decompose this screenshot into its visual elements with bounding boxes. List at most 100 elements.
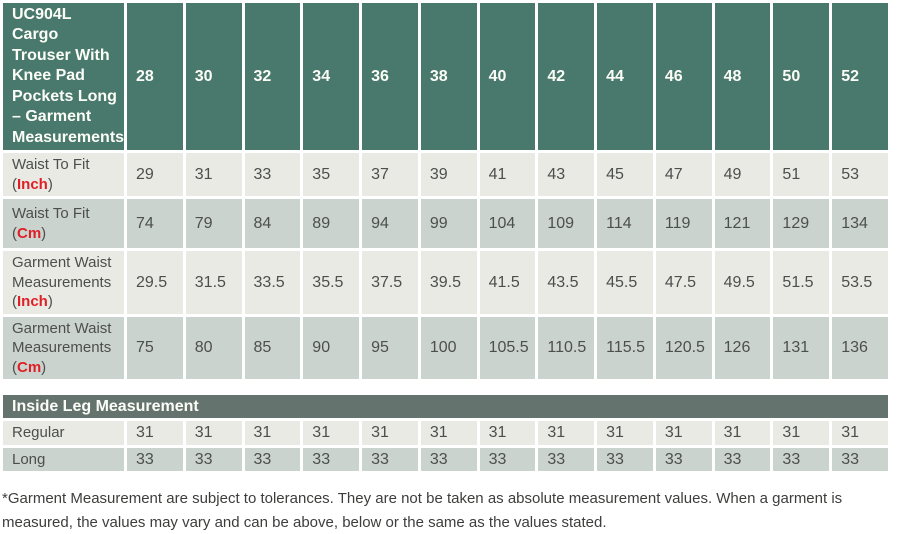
row-label: Regular bbox=[3, 421, 124, 445]
value-cell: 33 bbox=[773, 447, 830, 472]
value-cell: 43 bbox=[538, 153, 595, 197]
value-cell: 90 bbox=[303, 316, 360, 380]
row-unit-text: Inch bbox=[17, 293, 48, 311]
value-cell: 94 bbox=[362, 199, 418, 249]
size-header: 28 bbox=[127, 3, 183, 151]
row-unit-text: Cm bbox=[17, 224, 42, 242]
value-cell: 33 bbox=[244, 153, 301, 197]
row-unit: (Cm) bbox=[12, 224, 47, 242]
value-cell: 31 bbox=[832, 421, 888, 445]
value-cell: 31 bbox=[420, 421, 477, 445]
value-cell: 37.5 bbox=[362, 251, 418, 314]
inside-leg-band-row: Inside Leg Measurement bbox=[3, 395, 888, 419]
value-cell: 51.5 bbox=[773, 251, 830, 314]
value-cell: 126 bbox=[714, 316, 771, 380]
row-unit: (Inch) bbox=[12, 175, 53, 193]
table-row: Long 33 33 33 33 33 33 33 33 33 33 33 33 33 bbox=[3, 447, 888, 472]
value-cell: 33 bbox=[420, 447, 477, 472]
size-header: 48 bbox=[714, 3, 771, 151]
value-cell: 33 bbox=[362, 447, 418, 472]
value-cell: 33.5 bbox=[244, 251, 301, 314]
value-cell: 31 bbox=[538, 421, 595, 445]
value-cell: 45 bbox=[597, 153, 653, 197]
value-cell: 33 bbox=[538, 447, 595, 472]
table-row: Waist To Fit (Cm) 74 79 84 89 94 99 104 109 114 119… bbox=[3, 199, 888, 249]
value-cell: 104 bbox=[479, 199, 536, 249]
value-cell: 33 bbox=[597, 447, 653, 472]
value-cell: 41.5 bbox=[479, 251, 536, 314]
size-header: 38 bbox=[420, 3, 477, 151]
value-cell: 33 bbox=[185, 447, 242, 472]
value-cell: 29.5 bbox=[127, 251, 183, 314]
value-cell: 29 bbox=[127, 153, 183, 197]
footnote: *Garment Measurement are subject to tole… bbox=[2, 490, 843, 531]
inside-leg-table: Inside Leg Measurement Regular 31 31 31 31 31… bbox=[0, 392, 891, 474]
row-label: Waist To Fit (Cm) bbox=[3, 199, 124, 249]
value-cell: 31 bbox=[479, 421, 536, 445]
value-cell: 31 bbox=[185, 153, 242, 197]
row-label-text: Waist To Fit bbox=[12, 205, 90, 223]
value-cell: 31 bbox=[655, 421, 712, 445]
size-header: 50 bbox=[773, 3, 830, 151]
value-cell: 114 bbox=[597, 199, 653, 249]
row-label-text: Waist To Fit bbox=[12, 156, 90, 174]
value-cell: 31 bbox=[303, 421, 360, 445]
value-cell: 79 bbox=[185, 199, 242, 249]
value-cell: 85 bbox=[244, 316, 301, 380]
size-header: 52 bbox=[832, 3, 888, 151]
value-cell: 75 bbox=[127, 316, 183, 380]
value-cell: 53 bbox=[832, 153, 888, 197]
value-cell: 47 bbox=[655, 153, 712, 197]
row-label-text: Garment Waist Measurements bbox=[12, 319, 112, 357]
value-cell: 31 bbox=[597, 421, 653, 445]
value-cell: 115.5 bbox=[597, 316, 653, 380]
value-cell: 31 bbox=[185, 421, 242, 445]
value-cell: 31 bbox=[244, 421, 301, 445]
value-cell: 119 bbox=[655, 199, 712, 249]
value-cell: 41 bbox=[479, 153, 536, 197]
size-header-row: UC904L Cargo Trouser With Knee Pad Pocke… bbox=[3, 3, 888, 151]
value-cell: 110.5 bbox=[538, 316, 595, 380]
row-unit-text: Cm bbox=[17, 358, 42, 376]
value-cell: 105.5 bbox=[479, 316, 536, 380]
size-header: 40 bbox=[479, 3, 536, 151]
inside-leg-title: Inside Leg Measurement bbox=[3, 395, 888, 419]
size-header: 32 bbox=[244, 3, 301, 151]
table-row: Garment Waist Measurements (Cm) 75 80 85 90 95… bbox=[3, 316, 888, 380]
row-label: Garment Waist Measurements (Cm) bbox=[3, 316, 124, 380]
value-cell: 100 bbox=[420, 316, 477, 380]
value-cell: 35.5 bbox=[303, 251, 360, 314]
value-cell: 31 bbox=[362, 421, 418, 445]
value-cell: 109 bbox=[538, 199, 595, 249]
row-label-text: Garment Waist Measurements bbox=[12, 254, 112, 291]
size-header: 30 bbox=[185, 3, 242, 151]
value-cell: 74 bbox=[127, 199, 183, 249]
value-cell: 47.5 bbox=[655, 251, 712, 314]
value-cell: 121 bbox=[714, 199, 771, 249]
size-header: 44 bbox=[597, 3, 653, 151]
row-unit: (Inch) bbox=[12, 293, 53, 311]
row-unit-text: Inch bbox=[17, 175, 48, 193]
value-cell: 53.5 bbox=[832, 251, 888, 314]
row-label: Waist To Fit (Inch) bbox=[3, 153, 124, 197]
value-cell: 120.5 bbox=[655, 316, 712, 380]
value-cell: 95 bbox=[362, 316, 418, 380]
size-header: 36 bbox=[362, 3, 418, 151]
value-cell: 131 bbox=[773, 316, 830, 380]
value-cell: 129 bbox=[773, 199, 830, 249]
row-label: Garment Waist Measurements (Inch) bbox=[3, 251, 124, 314]
table-row: Regular 31 31 31 31 31 31 31 31 31 31 31 31 31 bbox=[3, 421, 888, 445]
value-cell: 33 bbox=[244, 447, 301, 472]
value-cell: 37 bbox=[362, 153, 418, 197]
value-cell: 33 bbox=[655, 447, 712, 472]
value-cell: 31 bbox=[714, 421, 771, 445]
value-cell: 39.5 bbox=[420, 251, 477, 314]
value-cell: 35 bbox=[303, 153, 360, 197]
value-cell: 33 bbox=[832, 447, 888, 472]
row-unit: (Cm) bbox=[12, 358, 47, 376]
value-cell: 89 bbox=[303, 199, 360, 249]
row-label: Long bbox=[3, 447, 124, 472]
value-cell: 43.5 bbox=[538, 251, 595, 314]
value-cell: 136 bbox=[832, 316, 888, 380]
